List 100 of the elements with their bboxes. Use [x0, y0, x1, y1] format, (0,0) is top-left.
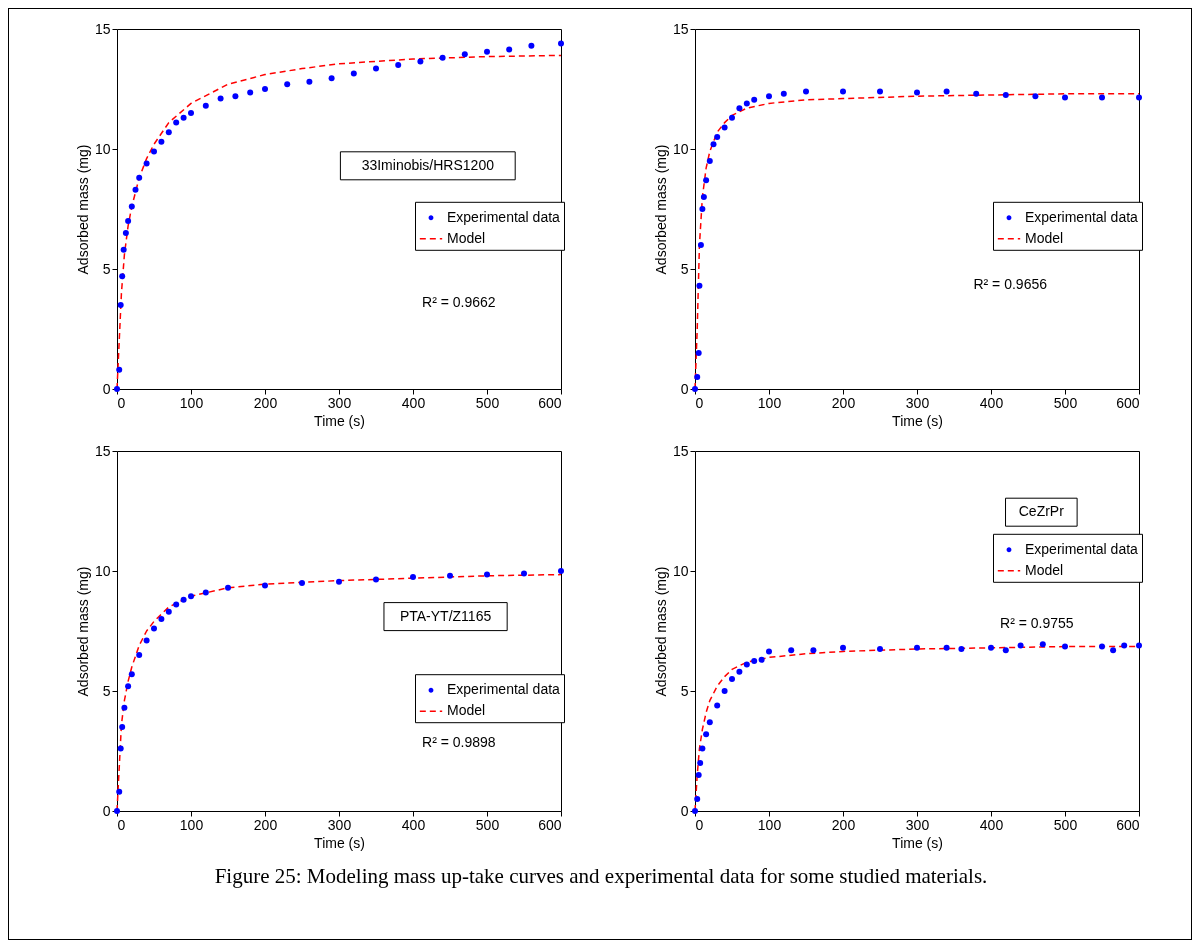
point: [151, 625, 157, 632]
point: [721, 688, 728, 694]
x-tick-label: 0: [695, 816, 704, 833]
x-axis-title: Time (s): [892, 412, 943, 429]
y-axis-title: Adsorbed mass (mg): [652, 144, 669, 275]
point: [943, 88, 950, 95]
y-axis-title: Adsorbed mass (mg): [652, 566, 669, 697]
x-tick-label: 600: [538, 816, 562, 833]
point: [840, 644, 846, 651]
point: [710, 141, 717, 148]
point: [202, 589, 209, 596]
point: [121, 704, 128, 711]
point: [116, 788, 123, 795]
point: [528, 42, 535, 49]
annotation: R² = 0.9898: [422, 733, 496, 750]
x-tick-label: 600: [1116, 394, 1140, 411]
point: [119, 724, 126, 730]
point: [188, 593, 194, 600]
point: [262, 582, 268, 589]
point: [1062, 643, 1068, 650]
x-tick-label: 500: [1053, 816, 1078, 833]
point: [1062, 94, 1068, 101]
point: [395, 62, 402, 68]
point: [699, 745, 706, 752]
y-tick-label: 5: [680, 682, 689, 699]
point: [706, 719, 713, 726]
point: [743, 661, 750, 668]
legend-label: Model: [447, 702, 486, 719]
point: [714, 702, 721, 709]
point: [1121, 642, 1128, 649]
point: [128, 203, 135, 210]
point: [122, 230, 129, 236]
point: [877, 88, 883, 95]
point: [1136, 94, 1142, 101]
legend-label: Experimental data: [447, 681, 561, 698]
y-tick-label: 5: [102, 682, 111, 699]
point: [158, 138, 165, 145]
x-axis-title: Time (s): [314, 834, 365, 851]
x-tick-label: 300: [905, 394, 930, 411]
point: [1099, 643, 1105, 650]
legend-label: Experimental data: [447, 208, 561, 225]
point: [914, 89, 920, 96]
point: [695, 772, 702, 778]
point: [703, 177, 710, 184]
annotation: R² = 0.9656: [973, 275, 1048, 292]
x-tick-label: 500: [475, 394, 500, 411]
point: [736, 105, 743, 112]
point: [158, 616, 165, 622]
point: [299, 580, 305, 586]
x-axis-title: Time (s): [892, 834, 943, 851]
point: [136, 174, 143, 181]
point: [703, 731, 710, 738]
legend-label: Model: [1025, 229, 1064, 246]
point: [943, 644, 950, 651]
x-tick-label: 0: [117, 394, 126, 411]
point: [558, 40, 564, 47]
x-tick-label: 200: [831, 394, 856, 411]
point: [758, 656, 765, 663]
point: [988, 644, 994, 651]
point: [328, 75, 335, 82]
point: [484, 48, 490, 55]
point: [803, 88, 809, 95]
point: [136, 652, 143, 658]
x-tick-label: 200: [831, 816, 856, 833]
point: [696, 282, 703, 289]
point: [373, 576, 379, 583]
point: [506, 46, 513, 53]
point: [284, 81, 291, 88]
x-tick-label: 400: [979, 394, 1004, 411]
point: [1032, 93, 1039, 100]
annotation: 33Iminobis/HRS1200: [361, 156, 495, 173]
point: [232, 93, 239, 100]
x-tick-label: 200: [253, 394, 278, 411]
x-tick-label: 0: [695, 394, 704, 411]
x-tick-label: 0: [117, 816, 126, 833]
point: [373, 65, 379, 72]
point: [766, 93, 772, 100]
point: [521, 570, 527, 577]
point: [706, 158, 713, 164]
point: [840, 88, 846, 95]
y-axis-title: Adsorbed mass (mg): [74, 144, 91, 275]
point: [173, 601, 180, 608]
point: [180, 596, 187, 603]
y-tick-label: 0: [102, 380, 111, 397]
point: [128, 671, 135, 678]
point: [132, 186, 139, 193]
point: [125, 218, 132, 224]
point: [173, 119, 180, 126]
point: [151, 148, 157, 155]
point: [743, 100, 750, 107]
point: [751, 658, 758, 664]
point: [729, 676, 735, 682]
x-tick-label: 400: [979, 816, 1004, 833]
point: [217, 95, 224, 102]
point: [788, 647, 795, 654]
point: [1039, 641, 1046, 648]
y-tick-label: 15: [94, 442, 111, 459]
point: [780, 90, 787, 97]
x-tick-label: 300: [327, 394, 352, 411]
point: [1099, 94, 1105, 101]
